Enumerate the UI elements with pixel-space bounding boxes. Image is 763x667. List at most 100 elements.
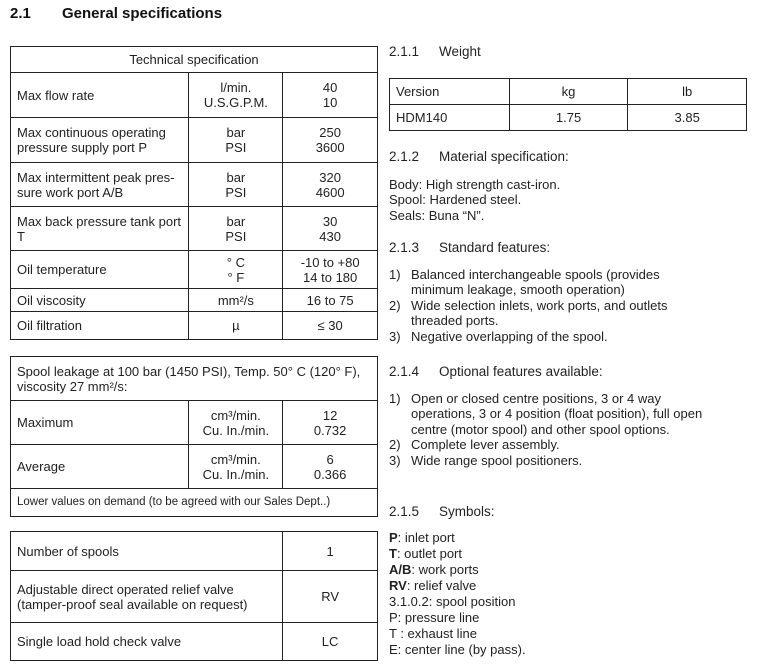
value-text: 6 (326, 451, 334, 467)
item-text: Wide range spool positioners. (411, 452, 583, 468)
symbol-line: P: pressure line (389, 610, 759, 626)
row-label: Oil filtration (9, 311, 190, 340)
header-lb: lb (627, 78, 747, 105)
material-section: 2.1.2 Material specification: Body: High … (389, 149, 759, 223)
value-text: 12 (322, 407, 338, 423)
symbols-section: 2.1.5 Symbols: P: inlet port T: outlet por… (389, 504, 759, 658)
row-value: 40 10 (282, 72, 378, 118)
heading-text: Optional features available: (439, 364, 603, 379)
heading-number: 2.1.1 (389, 44, 420, 59)
value-text: ≤ 30 (317, 318, 343, 333)
row-value: 16 to 75 (282, 288, 378, 312)
value-text: 250 (319, 125, 341, 140)
item-text: Negative overlapping of the spool. (411, 328, 608, 344)
table-row: Max intermittent peak pres-sure work por… (9, 162, 378, 207)
heading-number: 2.1.4 (389, 364, 420, 379)
section-number: 2.1 (10, 5, 31, 22)
row-value: 250 3600 (282, 117, 378, 163)
weight-table: Version kg lb HDM140 1.75 3.85 (389, 78, 747, 131)
heading-number: 2.1.3 (389, 240, 420, 255)
options-table: Number of spools 1 Adjustable direct opera… (9, 531, 378, 661)
row-label: Max continuous operating pressure supply… (9, 117, 190, 163)
value-text: 320 (319, 169, 341, 185)
unit-text: bar (226, 169, 246, 185)
unit-text: PSI (225, 184, 247, 200)
table-row: Oil filtration µ ≤ 30 (9, 311, 378, 340)
section-title: 2.1 General specifications (10, 5, 222, 22)
value-text: 40 (322, 80, 338, 95)
list-item: 3) Wide range spool positioners. (389, 452, 583, 468)
heading-number: 2.1.2 (389, 149, 420, 164)
row-value: -10 to +80 14 to 180 (282, 250, 378, 289)
leakage-header: Spool leakage at 100 bar (1450 PSI), Tem… (10, 356, 378, 401)
kg-cell: 1.75 (508, 104, 629, 131)
value-text: 3600 (315, 140, 345, 155)
symbol-line: 3.1.0.2: spool position (389, 594, 759, 610)
symbol-line: T: outlet port (389, 546, 759, 562)
option-value: 1 (282, 531, 378, 571)
material-line: Body: High strength cast-iron. (389, 176, 561, 192)
symbol-key: A/B (389, 562, 412, 577)
list-item: 2) Complete lever assembly. (389, 437, 560, 452)
spool-leakage-table: Spool leakage at 100 bar (1450 PSI), Tem… (9, 356, 378, 517)
unit-text: cm³/min. (210, 451, 261, 467)
version-cell: HDM140 (389, 104, 510, 131)
table-row: Average cm³/min. Cu. In./min. 6 0.366 (9, 444, 378, 489)
symbol-text: : outlet port (396, 546, 462, 561)
row-unit: cm³/min. Cu. In./min. (188, 444, 284, 489)
heading-text: Standard features: (439, 240, 551, 255)
table-header: Technical specification (10, 46, 378, 73)
item-text: Balanced interchangeable spools (provide… (411, 266, 660, 298)
list-item: 1) Open or closed centre positions, 3 or … (389, 390, 703, 437)
row-label: Max intermittent peak pres-sure work por… (9, 162, 190, 207)
unit-text: Cu. In./min. (202, 422, 270, 438)
row-unit: ° C ° F (188, 250, 284, 289)
symbol-text: P: pressure line (389, 610, 480, 625)
optional-features-section: 2.1.4 Optional features available: 1) Open… (389, 364, 759, 468)
list-item: 1) Balanced interchangeable spools (provi… (389, 266, 660, 298)
value-text: 0.366 (313, 466, 347, 482)
symbol-key: RV (389, 578, 407, 593)
option-label: Single load hold check valve (9, 622, 284, 661)
row-unit: l/min. U.S.G.P.M. (188, 72, 284, 118)
row-unit: bar PSI (188, 117, 284, 163)
row-value: 12 0.732 (282, 400, 378, 445)
heading-text: Symbols: (439, 504, 495, 519)
heading-text: Weight (439, 44, 481, 59)
row-label: Oil viscosity (9, 288, 190, 312)
row-label: Oil temperature (9, 250, 190, 289)
item-text: Open or closed centre positions, 3 or 4 … (411, 390, 703, 437)
value-text: 0.732 (313, 422, 347, 438)
row-value: 30 430 (282, 206, 378, 251)
list-item: 2) Wide selection inlets, work ports, and… (389, 297, 668, 329)
unit-text: PSI (225, 228, 247, 244)
unit-text: ° C (226, 254, 245, 270)
row-value: 6 0.366 (282, 444, 378, 489)
standard-features-section: 2.1.3 Standard features: 1) Balanced inter… (389, 240, 759, 344)
table-row: Max back pressure tank port T bar PSI 30 430 (9, 206, 378, 251)
row-unit: µ (188, 311, 284, 340)
material-line: Spool: Hardened steel. (389, 192, 522, 207)
unit-text: bar (226, 213, 246, 229)
symbol-line: RV: relief valve (389, 578, 759, 594)
symbol-key: P (389, 530, 398, 545)
row-value: ≤ 30 (282, 311, 378, 340)
unit-text: ° F (227, 269, 245, 285)
table-row: Adjustable direct operated relief valve … (9, 570, 378, 623)
list-item: 3) Negative overlapping of the spool. (389, 328, 608, 344)
unit-text: mm²/s (217, 292, 254, 308)
weight-heading: 2.1.1 Weight (389, 44, 759, 60)
symbol-line: P: inlet port (389, 530, 759, 546)
unit-text: bar (226, 125, 246, 140)
header-version: Version (389, 78, 510, 105)
leakage-footer: Lower values on demand (to be agreed wit… (10, 488, 378, 517)
row-label: Max back pressure tank port T (9, 206, 190, 251)
item-text: Complete lever assembly. (411, 437, 560, 452)
table-row: Max flow rate l/min. U.S.G.P.M. 40 10 (9, 72, 378, 118)
unit-text: cm³/min. (210, 407, 261, 423)
value-text: 430 (319, 228, 341, 244)
unit-text: U.S.G.P.M. (203, 95, 268, 110)
table-row: Single load hold check valve LC (9, 622, 378, 661)
option-value: RV (282, 570, 378, 623)
symbol-text: T : exhaust line (389, 626, 477, 641)
